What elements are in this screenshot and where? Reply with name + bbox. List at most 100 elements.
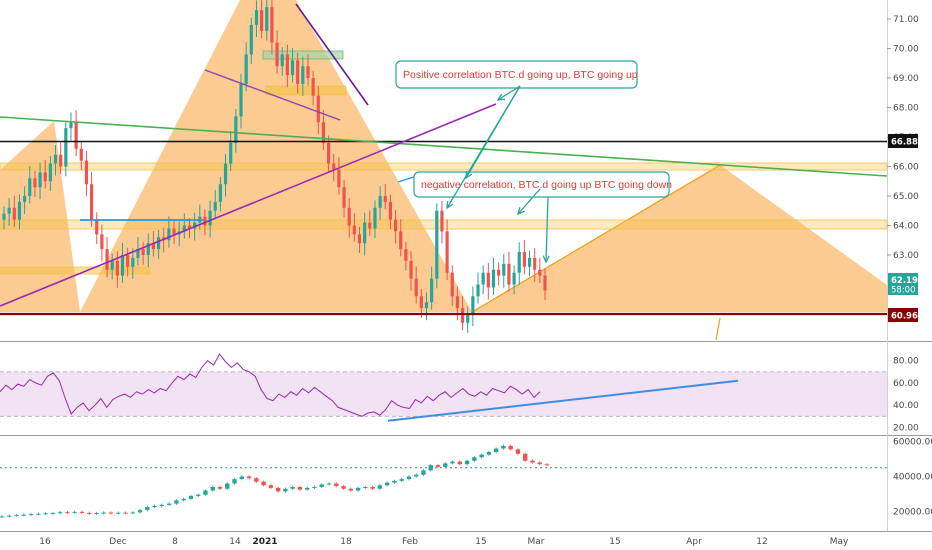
btc-candle-body	[43, 513, 48, 515]
candle-body	[146, 243, 150, 255]
candle-body	[136, 249, 140, 258]
candle-body	[28, 178, 32, 196]
annotation-arrow-line	[517, 188, 541, 215]
btc-candle-body	[188, 495, 194, 499]
candle-body	[460, 308, 465, 323]
annotation-arrows	[446, 85, 550, 264]
candle-body	[533, 257, 537, 270]
btc-candle-body	[145, 507, 150, 511]
candle-body	[357, 234, 362, 244]
btc-candle-body	[312, 487, 317, 488]
btc-candle-body	[530, 460, 535, 463]
price-tag-level-high-bg	[888, 134, 918, 148]
time-axis[interactable]: 16 Dec 8 14 2021 18 Feb 15 Mar 15 Apr 12 May	[39, 537, 849, 547]
zone-62-8[interactable]	[0, 266, 151, 275]
btc-candle-body	[486, 452, 492, 455]
candle-body	[270, 7, 274, 43]
trendline-purple-rising[interactable]	[0, 103, 497, 307]
annotation-arrow-head	[446, 200, 454, 210]
candle-body	[538, 269, 542, 276]
annotation-negative-text: negative correlation, BTC.d going up BTC…	[421, 179, 672, 191]
candle-body	[507, 263, 511, 285]
btc-candle-body	[443, 463, 448, 467]
candle-body	[404, 249, 408, 261]
rsi-trendline[interactable]	[387, 379, 739, 422]
trendline-green[interactable]	[0, 116, 888, 177]
candle-body	[285, 54, 289, 76]
rsi-pane: 80.00 60.00 40.00 20.00	[0, 353, 919, 433]
btc-candle-body	[203, 490, 208, 495]
candle-body	[280, 54, 284, 67]
price-axis-tick-label: 71.00	[893, 15, 919, 25]
rsi-band-fill	[0, 371, 887, 417]
candle-body	[244, 54, 248, 84]
annotation-negative[interactable]: negative correlation, BTC.d going up BTC…	[413, 171, 672, 198]
candle-body	[445, 231, 449, 273]
candle-body	[363, 222, 367, 244]
time-axis-tick-label: 15	[475, 537, 486, 547]
btc-candle-body	[370, 487, 375, 489]
zone-top-orange[interactable]	[265, 85, 347, 96]
candle-body	[33, 178, 37, 188]
btc-candle-body	[421, 470, 426, 475]
btc-candle-body	[166, 503, 172, 505]
pattern-projection-line	[715, 317, 721, 341]
candle-body	[321, 122, 326, 143]
candle-body	[306, 66, 310, 78]
drawing-tools[interactable]	[0, 3, 888, 316]
btc-axis-tick-label: 40000.00	[893, 473, 932, 483]
candle-body	[141, 249, 145, 255]
candle-body	[89, 184, 94, 220]
candle-body	[64, 128, 68, 167]
btc-candle-body	[464, 460, 470, 465]
candle-body	[223, 163, 228, 185]
pattern-leg-cd	[472, 165, 887, 312]
time-axis-tick-label: 15	[609, 537, 620, 547]
btc-candle-body	[72, 511, 77, 513]
btc-candle-body	[152, 505, 157, 508]
annotation-negative-box[interactable]	[413, 171, 670, 198]
candle-body	[301, 66, 305, 84]
btc-candle-body	[341, 486, 346, 489]
candle-body	[399, 231, 403, 250]
btc-candle-body	[116, 512, 121, 514]
btc-candle-body	[392, 480, 397, 483]
candle-body	[275, 42, 279, 67]
price-tag-level-low-text: 60.96	[891, 312, 918, 322]
annotation-positive[interactable]: Positive correlation BTC.d going up, BTC…	[395, 60, 638, 89]
candle-body	[254, 10, 259, 25]
trendline-purple-wedge[interactable]	[204, 69, 341, 121]
btc-candle-body	[297, 487, 303, 490]
candle-body	[476, 284, 480, 297]
candle-body	[59, 154, 63, 167]
btc-candle-body	[28, 514, 34, 516]
candle-body	[193, 222, 197, 229]
candle-body	[290, 60, 295, 76]
btc-candle-body	[355, 487, 361, 491]
btc-candle-body	[414, 474, 419, 477]
time-axis-tick-label: 18	[340, 537, 352, 547]
candle-body	[229, 142, 233, 164]
candle-body	[517, 252, 521, 273]
candle-body	[167, 228, 171, 241]
annotation-arrow-line	[465, 85, 521, 179]
btc-axis-tick-label: 20000.00	[893, 508, 932, 518]
candle-body	[172, 228, 176, 235]
time-axis-tick-label: Feb	[402, 537, 418, 547]
candle-body	[100, 234, 104, 250]
candle-body	[115, 260, 119, 276]
candle-body	[424, 302, 429, 309]
candle-body	[84, 160, 89, 185]
btc-candle-body	[181, 498, 186, 501]
candle-body	[311, 78, 315, 96]
candle-body	[120, 255, 125, 276]
rsi-axis-tick-label: 60.00	[893, 379, 919, 389]
btc-candle-body	[268, 485, 274, 488]
annotation-arrow-head	[496, 93, 506, 101]
btc-candle-body	[21, 514, 26, 516]
btc-candle-body	[384, 482, 390, 486]
btc-candle-body	[210, 487, 215, 491]
trendline-purple-down[interactable]	[295, 3, 369, 106]
btc-candle-body	[101, 512, 106, 514]
price-tag-last-bg	[888, 273, 918, 295]
